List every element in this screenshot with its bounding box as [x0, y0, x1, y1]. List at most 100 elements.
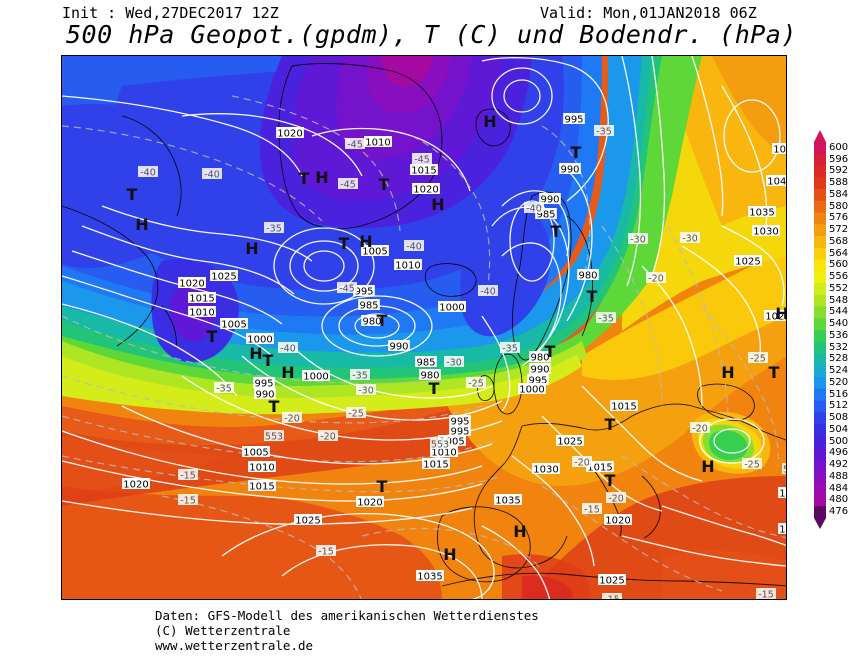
- isotherm-label: -30: [630, 235, 646, 246]
- isobar-label: 995: [254, 379, 273, 390]
- isobar-label: 1000: [519, 385, 544, 396]
- isobar-label-box: [394, 259, 422, 270]
- isotherm-label-box: [786, 424, 787, 435]
- isobar-label: 1010: [189, 308, 214, 319]
- isobar-label-box: [778, 523, 786, 534]
- isotherm-label: -20: [692, 424, 708, 435]
- isobar-label-box: [766, 175, 786, 186]
- isotherm-label: -25: [468, 379, 484, 390]
- isotherm-label-box: [596, 312, 616, 323]
- isobar-label-box: [748, 206, 776, 217]
- isotherm-label: -25: [348, 409, 364, 420]
- colorbar-tick-label: 592: [829, 165, 849, 177]
- isobar-label: 1015: [611, 402, 636, 413]
- colorbar-arrow-bottom: [814, 518, 826, 529]
- isobar-label-box: [188, 306, 216, 317]
- isobar-label: 1010: [249, 463, 274, 474]
- isotherm-label-box: [748, 352, 768, 363]
- colorbar-swatch: [814, 247, 826, 260]
- low-pressure-marker: T: [769, 363, 780, 382]
- colorbar-tick-label: 532: [829, 341, 849, 353]
- colorbar-tick-label: 580: [829, 200, 849, 212]
- colorbar-swatch: [814, 283, 826, 296]
- isobar-label: 990: [530, 365, 549, 376]
- isotherm-label-box: [278, 342, 298, 353]
- isotherm-label-box: [782, 463, 786, 474]
- isobar-label: 980: [578, 271, 597, 282]
- isobar-label-box: [364, 136, 392, 147]
- isobar-label-box: [529, 351, 551, 362]
- chart-title: 500 hPa Geopot.(gpdm), T (C) und Bodendr…: [66, 20, 797, 49]
- low-pressure-marker: T: [263, 351, 274, 370]
- colorbar-tick-label: 504: [829, 423, 849, 435]
- isotherm-label-box: [646, 272, 666, 283]
- isobar-label-box: [449, 415, 471, 426]
- isotherm-label: -20: [284, 414, 300, 425]
- high-pressure-marker: H: [281, 363, 294, 382]
- low-pressure-marker: T: [605, 471, 616, 490]
- high-pressure-marker: H: [443, 545, 456, 564]
- high-pressure-marker: H: [701, 457, 714, 476]
- isobar-label: 1035: [495, 496, 520, 507]
- isobar-label-box: [764, 310, 786, 321]
- isobar-label-box: [353, 285, 375, 296]
- colorbar-arrow-top: [814, 130, 826, 142]
- low-pressure-marker: T: [269, 397, 280, 416]
- isobar-label-box: [294, 514, 322, 525]
- low-pressure-marker: T: [377, 311, 388, 330]
- colorbar-swatch: [814, 259, 826, 272]
- isotherm-label-box: [346, 407, 366, 418]
- isobar-label-box: [361, 315, 383, 326]
- isobar-label-box: [248, 480, 276, 491]
- isobar-label: 1005: [243, 448, 268, 459]
- high-pressure-marker: H: [135, 215, 148, 234]
- colorbar-legend: 600 596 592 588 584 580 576 572 568 564 560 556 552 5…: [813, 130, 849, 530]
- colorbar-swatch: [814, 447, 826, 460]
- isobar-label-box: [415, 356, 437, 367]
- footer-copyright: (C) Wetterzentrale: [155, 623, 291, 638]
- colorbar-swatch: [814, 341, 826, 354]
- colorbar-swatch: [814, 153, 826, 166]
- isobar-label: 1005: [362, 247, 387, 258]
- colorbar-swatch: [814, 212, 826, 225]
- low-pressure-marker: T: [127, 185, 138, 204]
- colorbar-tick-label: 548: [829, 294, 849, 306]
- isobar-label-box: [276, 127, 304, 138]
- isotherm-label: -40: [204, 170, 220, 181]
- isobar-label: 1025: [599, 576, 624, 587]
- isobar-label: 1025: [557, 437, 582, 448]
- colorbar-swatch: [814, 189, 826, 202]
- high-pressure-marker: H: [721, 363, 734, 382]
- colorbar-swatch: [814, 471, 826, 484]
- high-pressure-marker: H: [775, 304, 787, 323]
- isotherm-label: -20: [574, 458, 590, 469]
- low-pressure-marker: T: [605, 415, 616, 434]
- isotherm-label: -15: [180, 496, 196, 507]
- isobar-label-box: [416, 570, 444, 581]
- isotherm-label: -45: [340, 180, 356, 191]
- colorbar-tick-label: 520: [829, 376, 849, 388]
- isobar-label-box: [598, 574, 626, 585]
- isotherm-label-box: [138, 166, 158, 177]
- isobar-label-box: [494, 494, 522, 505]
- isotherm-label: -45: [347, 140, 363, 151]
- colorbar-swatch: [814, 142, 826, 155]
- isobar-label-box: [518, 383, 546, 394]
- low-pressure-marker: T: [379, 175, 390, 194]
- high-pressure-marker: H: [359, 232, 372, 251]
- low-pressure-marker: T: [571, 143, 582, 162]
- isobar-label-box: [610, 400, 638, 411]
- isobar-label-box: [532, 463, 560, 474]
- high-pressure-marker: H: [315, 168, 328, 187]
- colorbar-swatch: [814, 271, 826, 284]
- isotherms: [62, 95, 786, 599]
- isotherm-label: -45: [414, 155, 430, 166]
- colorbar-tick-label: 600: [829, 141, 849, 153]
- colorbar-swatch: [814, 224, 826, 237]
- isotherm-label-box: [756, 588, 776, 599]
- isobar-label: 1030: [753, 227, 778, 238]
- colorbar-swatch: [814, 482, 826, 495]
- isobar-label: 1020: [357, 498, 382, 509]
- isobar-label: 1020: [605, 516, 630, 527]
- isobar-label-box: [361, 245, 389, 256]
